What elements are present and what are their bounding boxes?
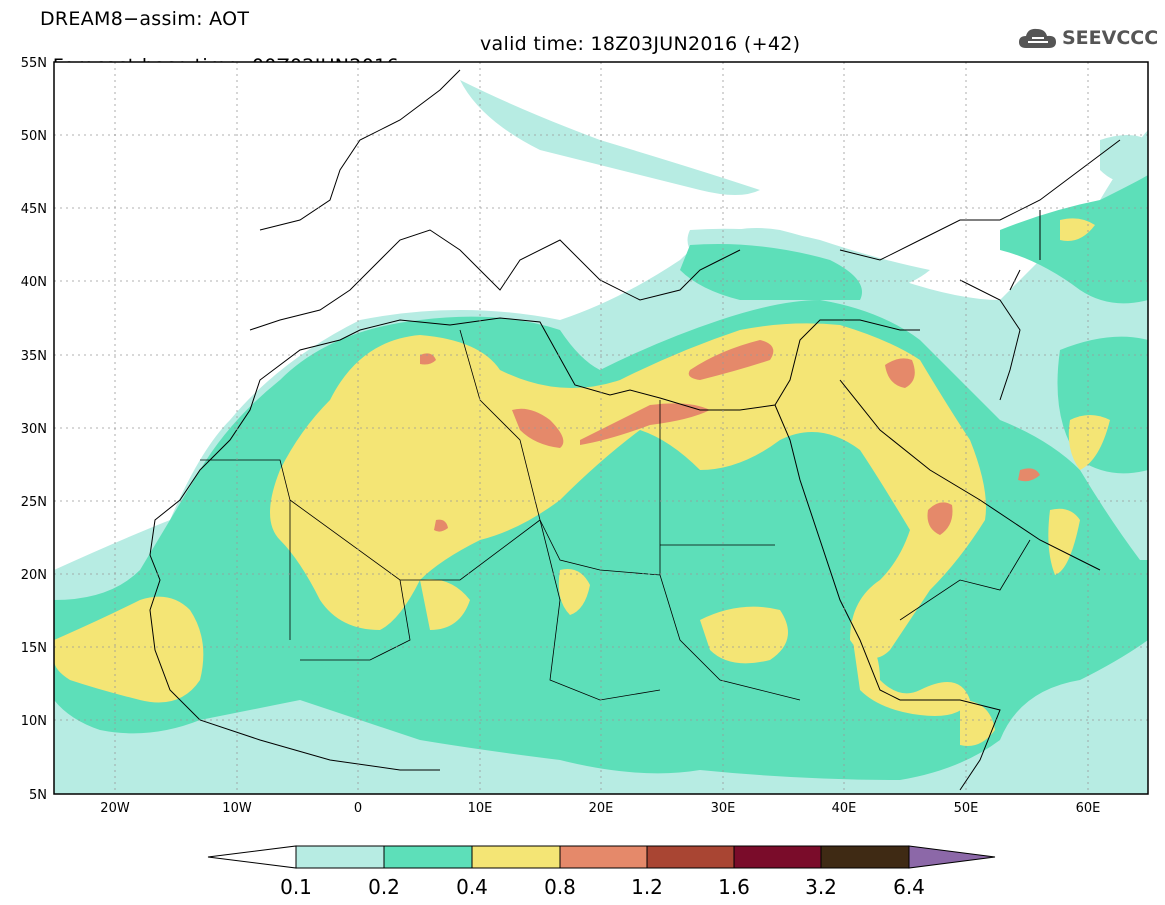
lat-label: 35N [21,349,47,364]
colorbar-swatch [295,845,385,869]
lon-label: 0 [354,801,362,816]
lat-label: 30N [21,422,47,437]
latitude-labels: 55N 50N 45N 40N 35N 30N 25N 20N 15N 10N … [21,56,47,803]
lat-label: 25N [21,495,47,510]
lat-label: 50N [21,129,47,144]
lon-label: 10E [468,801,493,816]
colorbar-swatch [733,845,822,869]
colorbar-label: 3.2 [805,875,837,899]
map-frame [53,61,1149,795]
lon-label: 20W [100,801,130,816]
colorbar-label: 0.2 [368,875,400,899]
lon-label: 10W [222,801,252,816]
colorbar-label: 6.4 [893,875,925,899]
aot-band-0.4 [54,218,1110,746]
colorbar-label: 0.1 [280,875,312,899]
colorbar-labels: 0.1 0.2 0.4 0.8 1.2 1.6 3.2 6.4 [280,875,925,899]
lon-label: 60E [1076,801,1101,816]
lat-label: 15N [21,641,47,656]
colorbar-swatch [383,845,473,869]
lat-label: 5N [29,788,47,803]
longitude-labels: 20W 10W 0 10E 20E 30E 40E 50E 60E [100,801,1100,816]
borders [200,329,1031,701]
lon-label: 20E [589,801,614,816]
colorbar-label: 1.2 [631,875,663,899]
colorbar-low-arrow [207,845,297,869]
lat-label: 10N [21,714,47,729]
lat-label: 40N [21,275,47,290]
lat-label: 55N [21,56,47,71]
grid [54,62,1148,794]
colorbar-label: 0.4 [456,875,488,899]
colorbar-label: 1.6 [718,875,750,899]
logo-text: SEEVCCC [1062,27,1159,49]
colorbar [207,845,996,869]
valid-time: valid time: 18Z03JUN2016 (+42) [480,33,801,55]
colorbar-high-arrow [908,845,996,869]
colorbar-swatch [471,845,561,869]
aot-band-0.8 [420,340,1040,535]
lon-label: 30E [711,801,736,816]
colorbar-swatch [646,845,735,869]
colorbar-label: 0.8 [544,875,576,899]
map-title: DREAM8−assim: AOT [40,8,250,30]
coastlines [149,69,1121,791]
lat-label: 45N [21,202,47,217]
colorbar-swatch [820,845,910,869]
seevccc-logo: SEEVCCC [1018,26,1158,50]
lon-label: 50E [954,801,979,816]
colorbar-swatch [559,845,648,869]
lat-label: 20N [21,568,47,583]
lon-label: 40E [832,801,857,816]
cloud-icon [1019,28,1056,48]
